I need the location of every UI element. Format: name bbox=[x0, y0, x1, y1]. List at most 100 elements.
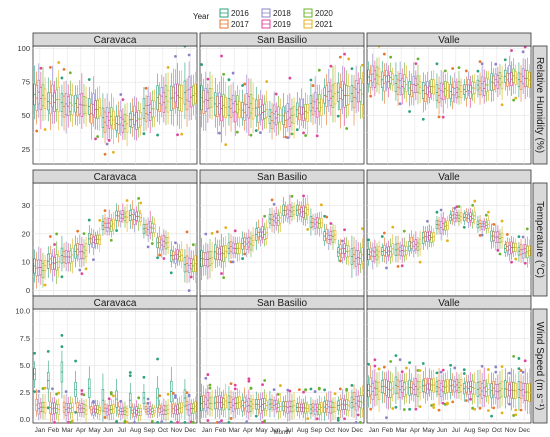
box-dec-2018 bbox=[354, 65, 358, 114]
box-mar-2017 bbox=[229, 84, 233, 132]
x-tick-label-dec: Dec bbox=[184, 427, 196, 434]
box-apr-2018 bbox=[245, 394, 249, 424]
box-jun-2019 bbox=[275, 393, 278, 414]
box-jul-2021 bbox=[125, 404, 129, 424]
box-apr-2018 bbox=[245, 232, 248, 258]
box-jun-2018 bbox=[105, 93, 109, 146]
box-jul-2017 bbox=[451, 373, 455, 404]
box-dec-2017 bbox=[519, 65, 523, 102]
box-jun-2018 bbox=[439, 370, 443, 405]
outlier-point bbox=[74, 359, 77, 363]
box-jun-2021 bbox=[446, 215, 449, 243]
x-axis-title: Month bbox=[274, 430, 291, 436]
outlier-point bbox=[276, 393, 280, 396]
outlier-point bbox=[274, 92, 278, 96]
outlier-point bbox=[80, 272, 84, 276]
x-tick-label-sep: Sep bbox=[143, 427, 155, 434]
box-sep-2018 bbox=[480, 220, 484, 237]
box-jun-2016 bbox=[101, 93, 105, 139]
box-apr-2021 bbox=[251, 82, 255, 134]
outlier-point bbox=[123, 420, 127, 423]
outlier-point bbox=[416, 57, 420, 61]
box-oct-2018 bbox=[327, 69, 330, 112]
box-nov-2016 bbox=[169, 241, 173, 275]
row-strip-0: Relative Humidity (%) bbox=[532, 45, 548, 165]
box-may-2018 bbox=[92, 229, 95, 262]
legend-label-2021: 2021 bbox=[315, 20, 333, 29]
column-strip-label: Caravaca bbox=[94, 35, 137, 46]
box-mar-2019 bbox=[67, 84, 70, 128]
outlier-point bbox=[435, 371, 439, 375]
box-jan-2021 bbox=[210, 231, 214, 272]
box-sep-2017 bbox=[478, 214, 482, 237]
box-sep-2018 bbox=[480, 62, 484, 98]
outlier-point bbox=[53, 243, 56, 246]
box-aug-2020 bbox=[304, 197, 307, 227]
box-dec-2019 bbox=[189, 250, 193, 279]
outlier-point bbox=[265, 80, 269, 83]
outlier-point bbox=[176, 133, 179, 137]
box-oct-2016 bbox=[156, 357, 159, 424]
column-strip-background bbox=[199, 32, 365, 47]
box-sep-2021 bbox=[153, 89, 156, 128]
box-feb-2021 bbox=[391, 67, 394, 92]
panel-san-basilio-row0 bbox=[199, 45, 365, 165]
outlier-point bbox=[87, 78, 91, 81]
box-may-2021 bbox=[98, 218, 102, 253]
box-sep-2021 bbox=[487, 210, 490, 233]
legend-title: Year bbox=[193, 12, 210, 21]
x-tick-label-feb: Feb bbox=[48, 427, 60, 434]
outlier-point bbox=[107, 138, 111, 142]
outlier-point bbox=[169, 420, 173, 424]
outlier-point bbox=[389, 55, 393, 59]
outlier-point bbox=[400, 264, 404, 268]
outlier-point bbox=[174, 241, 177, 245]
box-apr-2020 bbox=[82, 84, 86, 124]
box-mar-2019 bbox=[67, 243, 70, 272]
panel-background bbox=[32, 182, 198, 297]
outlier-point bbox=[519, 369, 523, 372]
outlier-point bbox=[478, 406, 482, 410]
x-tick-label-may: May bbox=[255, 427, 268, 434]
box-nov-2017 bbox=[338, 387, 342, 419]
outlier-point bbox=[119, 399, 123, 403]
outlier-point bbox=[435, 62, 439, 66]
row-strip-background bbox=[532, 308, 548, 424]
box-aug-2019 bbox=[135, 206, 138, 226]
box-mar-2016 bbox=[60, 76, 64, 127]
column-strip-caravaca: Caravaca bbox=[32, 169, 198, 184]
outlier-point bbox=[233, 383, 237, 387]
column-strip-label: San Basilio bbox=[257, 172, 307, 183]
box-aug-2019 bbox=[302, 98, 305, 135]
box-mar-2021 bbox=[71, 83, 74, 127]
box-jul-2019 bbox=[121, 203, 125, 223]
box-jun-2016 bbox=[101, 214, 105, 236]
outlier-point bbox=[137, 197, 141, 200]
box-oct-2021 bbox=[333, 65, 337, 123]
box-mar-2020 bbox=[235, 85, 239, 134]
outlier-point bbox=[441, 368, 445, 372]
column-strip-caravaca: Caravaca bbox=[32, 32, 198, 47]
outlier-point bbox=[521, 235, 525, 239]
box-nov-2021 bbox=[514, 373, 518, 417]
box-dec-2018 bbox=[521, 235, 525, 263]
box-oct-2018 bbox=[160, 234, 163, 258]
x-tick-label-nov: Nov bbox=[338, 427, 350, 434]
box-oct-2017 bbox=[325, 392, 328, 417]
outlier-point bbox=[279, 384, 282, 387]
box-feb-2016 bbox=[214, 237, 217, 269]
box-oct-2016 bbox=[323, 388, 326, 421]
box-feb-2021 bbox=[391, 225, 395, 262]
box-feb-2019 bbox=[220, 54, 223, 143]
outlier-point bbox=[241, 257, 244, 260]
panel-caravaca-row0 bbox=[32, 44, 198, 165]
outlier-point bbox=[311, 84, 315, 87]
outlier-point bbox=[446, 402, 449, 406]
box-may-2020 bbox=[96, 399, 99, 419]
box-jun-2019 bbox=[108, 209, 111, 236]
box-dec-2019 bbox=[523, 359, 527, 411]
row-strip-label: Relative Humidity (%) bbox=[534, 57, 545, 153]
box-may-2017 bbox=[90, 401, 93, 417]
y-tick-label: 10 bbox=[22, 258, 30, 267]
box-aug-2018 bbox=[133, 403, 136, 424]
